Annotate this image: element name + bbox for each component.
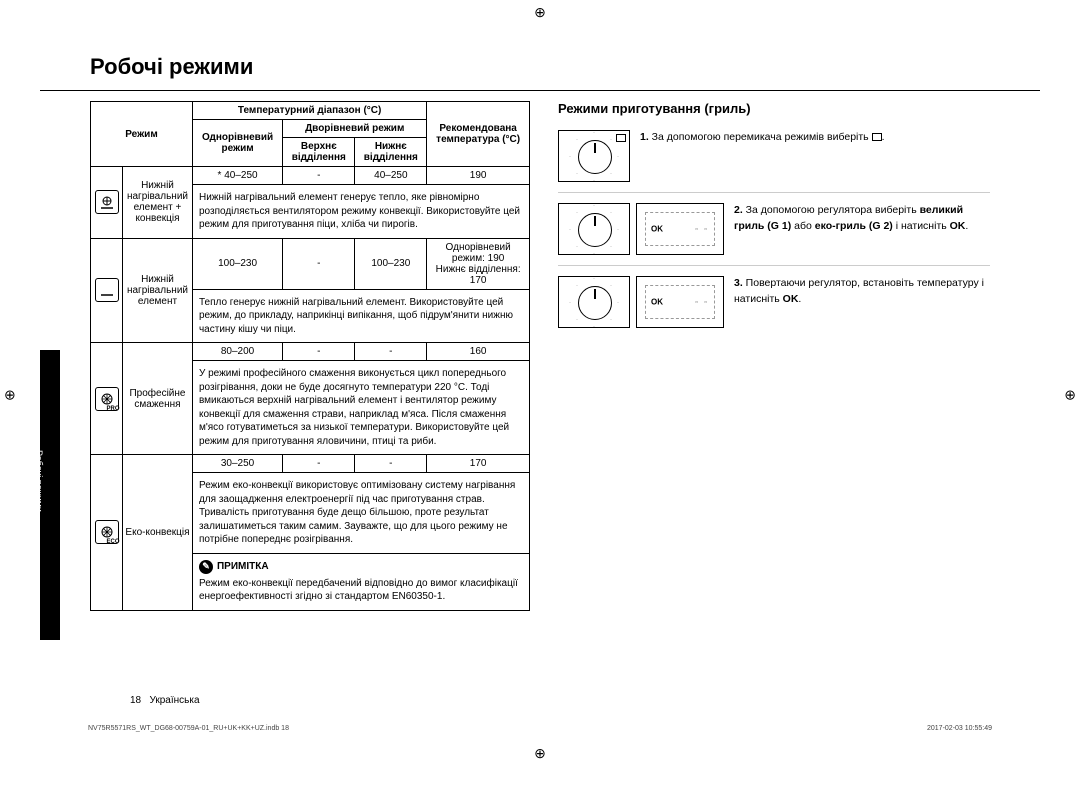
step-row: ········ 1. За допомогою перемикача режим… (558, 126, 990, 193)
step-figures: ········ (558, 130, 630, 182)
mode-rec: 160 (427, 343, 530, 361)
mode-lower: 100–230 (355, 238, 427, 289)
footer-filename: NV75R5571RS_WT_DG68-00759A-01_RU+UK+KK+U… (88, 725, 289, 732)
indicator-icon (616, 134, 626, 142)
mode-lower: - (355, 455, 427, 473)
side-tab-label: Робочі режими (34, 450, 44, 512)
th-single: Однорівневий режим (192, 120, 282, 167)
mode-upper: - (283, 343, 355, 361)
fan-icon: PRO (95, 387, 119, 411)
mode-label: Еко-конвекція (123, 455, 193, 611)
mode-label: Нижній нагрівальний елемент + конвекція (123, 167, 193, 239)
right-column: Режими приготування (гриль) ········ 1. З… (558, 101, 990, 611)
fan-bottom-icon (95, 190, 119, 214)
crop-mark-icon: ⊕ (4, 387, 16, 404)
crop-mark-icon: ⊕ (1064, 387, 1076, 404)
steps-list: ········ 1. За допомогою перемикача режим… (558, 126, 990, 338)
mode-upper: - (283, 455, 355, 473)
note-icon: ✎ (199, 560, 213, 574)
mode-mini-icon (872, 133, 882, 141)
step-figures: ········ OK ▫ ▫ (558, 203, 724, 255)
bottom-icon (95, 278, 119, 302)
knob-icon (578, 213, 612, 247)
knob-icon (578, 140, 612, 174)
mode-icon-cell: PRO (91, 343, 123, 455)
mode-single: 30–250 (192, 455, 282, 473)
mode-single: 80–200 (192, 343, 282, 361)
mode-rec: 170 (427, 455, 530, 473)
page-footer: 18 Українська (130, 695, 200, 706)
mode-rec: Однорівневий режим: 190 Нижнє відділення… (427, 238, 530, 289)
dial-panel: ········ (558, 203, 630, 255)
knob-icon (578, 286, 612, 320)
note-heading: ✎ПРИМІТКА (199, 560, 523, 574)
mode-label: Професійне смаження (123, 343, 193, 455)
page: Робочі режими Робочі режими Режим Темпер… (40, 40, 1040, 750)
fan-icon: ECO (95, 520, 119, 544)
side-tab: Робочі режими (40, 350, 60, 640)
mode-icon-cell: ECO (91, 455, 123, 611)
left-column: Режим Температурний діапазон (°C) Рекоме… (90, 101, 530, 611)
mode-single: 100–230 (192, 238, 282, 289)
page-lang: Українська (149, 695, 199, 706)
mode-lower: 40–250 (355, 167, 427, 185)
th-lower: Нижнє відділення (355, 138, 427, 167)
ok-label: OK (651, 298, 663, 307)
page-number: 18 (130, 695, 141, 706)
display-icons: ▫ ▫ (695, 298, 709, 307)
page-title: Робочі режими (40, 40, 1040, 91)
footer-date: 2017-02-03 10:55:49 (927, 725, 992, 732)
th-dual: Дворівневий режим (283, 120, 427, 138)
mode-label: Нижній нагрівальний елемент (123, 238, 193, 343)
display-panel: OK ▫ ▫ (636, 276, 724, 328)
step-row: ········ OK ▫ ▫ 3. Повертаючи регулятор, вс… (558, 266, 990, 338)
dial-panel: ········ (558, 130, 630, 182)
mode-description: Режим еко-конвекції використовує оптиміз… (192, 473, 529, 554)
step-text: 2. За допомогою регулятора виберіть вели… (734, 203, 990, 235)
display-panel: OK ▫ ▫ (636, 203, 724, 255)
step-figures: ········ OK ▫ ▫ (558, 276, 724, 328)
mode-description: У режимі професійного смаження виконуєть… (192, 361, 529, 455)
mode-rec: 190 (427, 167, 530, 185)
step-row: ········ OK ▫ ▫ 2. За допомогою регулятора … (558, 193, 990, 266)
modes-table: Режим Температурний діапазон (°C) Рекоме… (90, 101, 530, 611)
step-text: 1. За допомогою перемикача режимів вибер… (640, 130, 990, 146)
th-upper: Верхнє відділення (283, 138, 355, 167)
mode-upper: - (283, 167, 355, 185)
display-icons: ▫ ▫ (695, 225, 709, 234)
content: Режим Температурний діапазон (°C) Рекоме… (40, 91, 1040, 611)
dial-panel: ········ (558, 276, 630, 328)
mode-upper: - (283, 238, 355, 289)
th-rec: Рекомендована температура (°C) (427, 102, 530, 167)
mode-icon-cell (91, 238, 123, 343)
mode-icon-cell (91, 167, 123, 239)
ok-label: OK (651, 225, 663, 234)
mode-single: * 40–250 (192, 167, 282, 185)
mode-lower: - (355, 343, 427, 361)
crop-mark-icon: ⊕ (534, 4, 546, 21)
mode-note: ✎ПРИМІТКАРежим еко-конвекції передбачени… (192, 553, 529, 610)
th-mode: Режим (91, 102, 193, 167)
th-range: Температурний діапазон (°C) (192, 102, 426, 120)
step-text: 3. Повертаючи регулятор, встановіть темп… (734, 276, 990, 308)
section-heading: Режими приготування (гриль) (558, 101, 990, 116)
mode-description: Нижній нагрівальний елемент генерує тепл… (192, 185, 529, 239)
mode-description: Тепло генерує нижній нагрівальний елемен… (192, 289, 529, 343)
